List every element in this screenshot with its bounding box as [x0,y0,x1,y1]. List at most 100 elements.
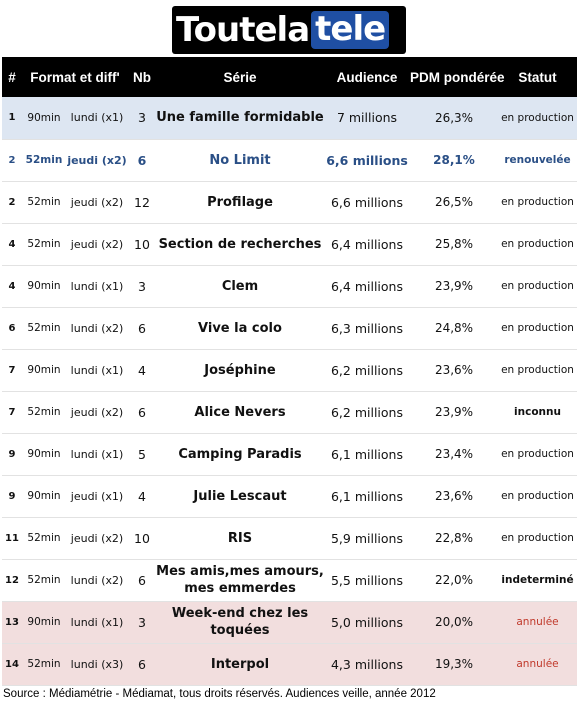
table-row: 14 52min lundi (x3) 6 Interpol 4,3 millions 19… [2,643,577,686]
episode-count-cell: 6 [128,391,156,434]
header-statut: Statut [498,57,577,97]
episode-count-cell: 10 [128,223,156,266]
table-row: 4 90min lundi (x1) 3 Clem 6,4 millions 23,9% en… [2,265,577,308]
series-title-cell: Une famille formidable [156,97,324,140]
episode-count-cell: 6 [128,559,156,602]
series-title-cell: Alice Nevers [156,391,324,434]
audience-cell: 6,6 millions [324,181,410,224]
status-cell: en production [498,349,577,392]
rank-cell: 6 [2,307,22,350]
series-title-cell: Mes amis,mes amours, mes emmerdes [156,559,324,602]
broadcast-day-cell: lundi (x1) [66,601,128,644]
header-nb: Nb [128,57,156,97]
episode-count-cell: 3 [128,97,156,140]
status-cell: en production [498,433,577,476]
share-cell: 23,9% [410,265,498,308]
share-cell: 23,9% [410,391,498,434]
audience-cell: 5,5 millions [324,559,410,602]
status-cell: annulée [498,643,577,686]
share-cell: 23,6% [410,349,498,392]
table-row: 2 52min jeudi (x2) 12 Profilage 6,6 millions 2… [2,181,577,224]
share-cell: 25,8% [410,223,498,266]
broadcast-day-cell: lundi (x1) [66,349,128,392]
duration-cell: 90min [22,433,66,476]
broadcast-day-cell: lundi (x2) [66,559,128,602]
source-note: Source : Médiamétrie - Médiamat, tous dr… [3,688,436,700]
table-row: 1 90min lundi (x1) 3 Une famille formidable 7… [2,97,577,140]
series-title-cell: Camping Paradis [156,433,324,476]
audience-table: # Format et diff' Nb Série Audience PDM … [2,57,577,686]
broadcast-day-cell: jeudi (x2) [66,517,128,560]
broadcast-day-cell: jeudi (x2) [66,391,128,434]
duration-cell: 90min [22,475,66,518]
broadcast-day-cell: lundi (x1) [66,265,128,308]
share-cell: 26,3% [410,97,498,140]
episode-count-cell: 12 [128,181,156,224]
table-row: 9 90min jeudi (x1) 4 Julie Lescaut 6,1 millio… [2,475,577,518]
header-pdm: PDM pondérée [410,57,505,97]
episode-count-cell: 3 [128,265,156,308]
rank-cell: 4 [2,265,22,308]
series-title-cell: Week-end chez les toquées [156,601,324,644]
duration-cell: 52min [22,307,66,350]
status-cell: renouvelée [498,139,577,182]
rank-cell: 1 [2,97,22,140]
table-row: 6 52min lundi (x2) 6 Vive la colo 6,3 million… [2,307,577,350]
share-cell: 26,5% [410,181,498,224]
episode-count-cell: 6 [128,139,156,182]
series-title-cell: Julie Lescaut [156,475,324,518]
episode-count-cell: 4 [128,349,156,392]
audience-cell: 4,3 millions [324,643,410,686]
rank-cell: 14 [2,643,22,686]
episode-count-cell: 6 [128,307,156,350]
audience-cell: 6,4 millions [324,223,410,266]
rank-cell: 12 [2,559,22,602]
rank-cell: 9 [2,433,22,476]
audience-cell: 6,3 millions [324,307,410,350]
share-cell: 22,8% [410,517,498,560]
audience-cell: 6,6 millions [324,139,410,182]
header-rank: # [2,57,22,97]
audience-cell: 5,9 millions [324,517,410,560]
table-row: 13 90min lundi (x1) 3 Week-end chez les toqu… [2,601,577,644]
audience-cell: 6,1 millions [324,475,410,518]
share-cell: 24,8% [410,307,498,350]
rank-cell: 4 [2,223,22,266]
series-title-cell: Interpol [156,643,324,686]
duration-cell: 90min [22,97,66,140]
broadcast-day-cell: lundi (x3) [66,643,128,686]
share-cell: 28,1% [410,139,498,182]
rank-cell: 2 [2,181,22,224]
series-title-cell: Joséphine [156,349,324,392]
broadcast-day-cell: jeudi (x1) [66,475,128,518]
series-title-cell: Section de recherches [156,223,324,266]
duration-cell: 90min [22,265,66,308]
audience-cell: 7 millions [324,97,410,140]
duration-cell: 52min [22,181,66,224]
share-cell: 20,0% [410,601,498,644]
header-serie: Série [156,57,324,97]
series-title-cell: Vive la colo [156,307,324,350]
logo-text-accent: tele [311,11,390,49]
rank-cell: 11 [2,517,22,560]
broadcast-day-cell: lundi (x1) [66,433,128,476]
rank-cell: 13 [2,601,22,644]
broadcast-day-cell: lundi (x2) [66,307,128,350]
series-title-cell: RIS [156,517,324,560]
audience-cell: 6,1 millions [324,433,410,476]
table-row: 4 52min jeudi (x2) 10 Section de recherches 6… [2,223,577,266]
rank-cell: 7 [2,391,22,434]
series-title-cell: Clem [156,265,324,308]
table-row: 11 52min jeudi (x2) 10 RIS 5,9 millions 22,8% e… [2,517,577,560]
episode-count-cell: 10 [128,517,156,560]
header-row: # Format et diff' Nb Série Audience PDM … [2,57,577,97]
status-cell: indeterminé [498,559,577,602]
duration-cell: 52min [22,391,66,434]
audience-cell: 6,2 millions [324,391,410,434]
duration-cell: 90min [22,349,66,392]
status-cell: en production [498,223,577,266]
duration-cell: 52min [22,223,66,266]
table-row: 2 52min jeudi (x2) 6 No Limit 6,6 millions 28,… [2,139,577,182]
status-cell: annulée [498,601,577,644]
share-cell: 22,0% [410,559,498,602]
